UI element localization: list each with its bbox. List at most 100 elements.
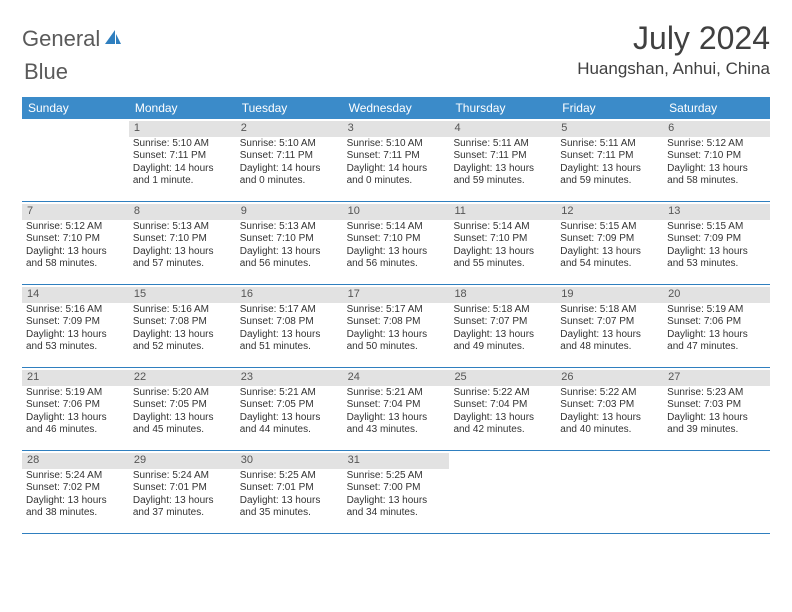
daylight2-text: and 0 minutes. <box>240 175 339 188</box>
day-cell: 7Sunrise: 5:12 AMSunset: 7:10 PMDaylight… <box>22 202 129 284</box>
day-cell: 16Sunrise: 5:17 AMSunset: 7:08 PMDayligh… <box>236 285 343 367</box>
sunrise-text: Sunrise: 5:16 AM <box>133 304 232 317</box>
day-number: 18 <box>449 287 556 303</box>
daylight1-text: Daylight: 13 hours <box>347 329 446 342</box>
daylight2-text: and 49 minutes. <box>453 341 552 354</box>
sunset-text: Sunset: 7:08 PM <box>133 316 232 329</box>
sunrise-text: Sunrise: 5:14 AM <box>453 221 552 234</box>
sunrise-text: Sunrise: 5:11 AM <box>453 138 552 151</box>
daylight2-text: and 45 minutes. <box>133 424 232 437</box>
sunset-text: Sunset: 7:04 PM <box>347 399 446 412</box>
daylight1-text: Daylight: 13 hours <box>26 246 125 259</box>
sunset-text: Sunset: 7:07 PM <box>560 316 659 329</box>
day-number: 7 <box>22 204 129 220</box>
day-number <box>449 453 556 469</box>
sunrise-text: Sunrise: 5:17 AM <box>240 304 339 317</box>
daylight1-text: Daylight: 13 hours <box>453 246 552 259</box>
weekday-header-row: Sunday Monday Tuesday Wednesday Thursday… <box>22 97 770 119</box>
day-number: 25 <box>449 370 556 386</box>
day-number: 13 <box>663 204 770 220</box>
day-cell: 22Sunrise: 5:20 AMSunset: 7:05 PMDayligh… <box>129 368 236 450</box>
week-row: 7Sunrise: 5:12 AMSunset: 7:10 PMDaylight… <box>22 202 770 285</box>
sunset-text: Sunset: 7:04 PM <box>453 399 552 412</box>
sunrise-text: Sunrise: 5:11 AM <box>560 138 659 151</box>
day-cell: 23Sunrise: 5:21 AMSunset: 7:05 PMDayligh… <box>236 368 343 450</box>
daylight1-text: Daylight: 13 hours <box>133 495 232 508</box>
day-cell: 10Sunrise: 5:14 AMSunset: 7:10 PMDayligh… <box>343 202 450 284</box>
daylight2-text: and 47 minutes. <box>667 341 766 354</box>
day-number: 22 <box>129 370 236 386</box>
daylight2-text: and 40 minutes. <box>560 424 659 437</box>
day-cell: 4Sunrise: 5:11 AMSunset: 7:11 PMDaylight… <box>449 119 556 201</box>
day-number: 17 <box>343 287 450 303</box>
weekday-header-wednesday: Wednesday <box>343 97 450 119</box>
week-row: 1Sunrise: 5:10 AMSunset: 7:11 PMDaylight… <box>22 119 770 202</box>
weekday-header-saturday: Saturday <box>663 97 770 119</box>
daylight1-text: Daylight: 13 hours <box>560 246 659 259</box>
day-cell: 29Sunrise: 5:24 AMSunset: 7:01 PMDayligh… <box>129 451 236 533</box>
daylight2-text: and 57 minutes. <box>133 258 232 271</box>
day-cell: 31Sunrise: 5:25 AMSunset: 7:00 PMDayligh… <box>343 451 450 533</box>
daylight1-text: Daylight: 13 hours <box>560 412 659 425</box>
calendar-grid: Sunday Monday Tuesday Wednesday Thursday… <box>22 97 770 534</box>
day-cell: 26Sunrise: 5:22 AMSunset: 7:03 PMDayligh… <box>556 368 663 450</box>
daylight2-text: and 55 minutes. <box>453 258 552 271</box>
daylight1-text: Daylight: 13 hours <box>26 495 125 508</box>
daylight2-text: and 39 minutes. <box>667 424 766 437</box>
weeks-container: 1Sunrise: 5:10 AMSunset: 7:11 PMDaylight… <box>22 119 770 534</box>
daylight2-text: and 58 minutes. <box>667 175 766 188</box>
sunrise-text: Sunrise: 5:10 AM <box>240 138 339 151</box>
sunset-text: Sunset: 7:11 PM <box>133 150 232 163</box>
sunset-text: Sunset: 7:09 PM <box>560 233 659 246</box>
sunset-text: Sunset: 7:10 PM <box>133 233 232 246</box>
daylight1-text: Daylight: 13 hours <box>453 412 552 425</box>
brand-text-part1: General <box>22 26 100 52</box>
sunrise-text: Sunrise: 5:25 AM <box>240 470 339 483</box>
day-number: 4 <box>449 121 556 137</box>
week-row: 21Sunrise: 5:19 AMSunset: 7:06 PMDayligh… <box>22 368 770 451</box>
day-cell: 3Sunrise: 5:10 AMSunset: 7:11 PMDaylight… <box>343 119 450 201</box>
sunrise-text: Sunrise: 5:23 AM <box>667 387 766 400</box>
sunset-text: Sunset: 7:11 PM <box>347 150 446 163</box>
daylight1-text: Daylight: 13 hours <box>347 495 446 508</box>
sunset-text: Sunset: 7:10 PM <box>26 233 125 246</box>
day-number: 24 <box>343 370 450 386</box>
day-number: 19 <box>556 287 663 303</box>
title-block: July 2024 Huangshan, Anhui, China <box>577 20 770 79</box>
daylight1-text: Daylight: 13 hours <box>240 246 339 259</box>
daylight1-text: Daylight: 13 hours <box>240 495 339 508</box>
sunrise-text: Sunrise: 5:21 AM <box>240 387 339 400</box>
sunrise-text: Sunrise: 5:24 AM <box>26 470 125 483</box>
daylight2-text: and 38 minutes. <box>26 507 125 520</box>
day-cell: 15Sunrise: 5:16 AMSunset: 7:08 PMDayligh… <box>129 285 236 367</box>
daylight2-text: and 58 minutes. <box>26 258 125 271</box>
week-row: 14Sunrise: 5:16 AMSunset: 7:09 PMDayligh… <box>22 285 770 368</box>
weekday-header-friday: Friday <box>556 97 663 119</box>
day-cell: 21Sunrise: 5:19 AMSunset: 7:06 PMDayligh… <box>22 368 129 450</box>
sunset-text: Sunset: 7:05 PM <box>133 399 232 412</box>
sunset-text: Sunset: 7:09 PM <box>26 316 125 329</box>
daylight1-text: Daylight: 13 hours <box>240 412 339 425</box>
sunrise-text: Sunrise: 5:13 AM <box>133 221 232 234</box>
day-cell <box>22 119 129 201</box>
daylight1-text: Daylight: 13 hours <box>453 163 552 176</box>
daylight2-text: and 37 minutes. <box>133 507 232 520</box>
day-number: 21 <box>22 370 129 386</box>
brand-sail-icon <box>103 28 123 51</box>
daylight1-text: Daylight: 14 hours <box>133 163 232 176</box>
daylight2-text: and 35 minutes. <box>240 507 339 520</box>
daylight1-text: Daylight: 14 hours <box>347 163 446 176</box>
daylight1-text: Daylight: 13 hours <box>133 412 232 425</box>
sunrise-text: Sunrise: 5:12 AM <box>667 138 766 151</box>
day-number <box>663 453 770 469</box>
weekday-header-tuesday: Tuesday <box>236 97 343 119</box>
sunset-text: Sunset: 7:03 PM <box>667 399 766 412</box>
sunrise-text: Sunrise: 5:15 AM <box>560 221 659 234</box>
daylight2-text: and 56 minutes. <box>347 258 446 271</box>
day-cell: 28Sunrise: 5:24 AMSunset: 7:02 PMDayligh… <box>22 451 129 533</box>
day-number <box>22 121 129 137</box>
daylight1-text: Daylight: 13 hours <box>347 246 446 259</box>
day-cell <box>556 451 663 533</box>
daylight2-text: and 53 minutes. <box>667 258 766 271</box>
day-number: 8 <box>129 204 236 220</box>
